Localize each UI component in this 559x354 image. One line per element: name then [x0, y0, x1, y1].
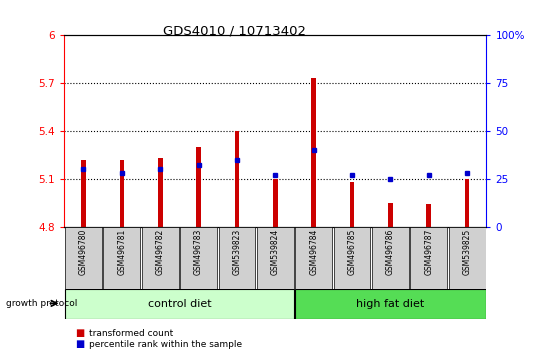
Bar — [273, 179, 278, 227]
Text: GSM496781: GSM496781 — [117, 228, 126, 275]
Bar — [103, 227, 140, 289]
Text: high fat diet: high fat diet — [356, 298, 424, 309]
Bar — [196, 147, 201, 227]
Text: percentile rank within the sample: percentile rank within the sample — [89, 339, 243, 349]
Bar — [372, 227, 409, 289]
Text: control diet: control diet — [148, 298, 211, 309]
Bar — [81, 160, 86, 227]
Bar — [158, 158, 163, 227]
Text: GSM496786: GSM496786 — [386, 228, 395, 275]
Bar — [295, 289, 486, 319]
Bar — [427, 204, 431, 227]
Bar — [219, 227, 255, 289]
Bar — [410, 227, 447, 289]
Bar — [65, 289, 293, 319]
Bar — [120, 160, 124, 227]
Text: GSM496785: GSM496785 — [348, 228, 357, 275]
Bar — [388, 202, 393, 227]
Text: GSM539824: GSM539824 — [271, 228, 280, 275]
Text: GSM496784: GSM496784 — [309, 228, 318, 275]
Bar — [142, 227, 179, 289]
Bar — [65, 227, 102, 289]
Text: ■: ■ — [75, 329, 85, 338]
Bar — [295, 227, 332, 289]
Bar — [311, 78, 316, 227]
Bar — [180, 227, 217, 289]
Bar — [235, 131, 239, 227]
Bar — [334, 227, 371, 289]
Text: GSM496782: GSM496782 — [156, 228, 165, 275]
Bar — [350, 182, 354, 227]
Bar — [449, 227, 486, 289]
Text: GDS4010 / 10713402: GDS4010 / 10713402 — [163, 25, 306, 38]
Text: GSM496780: GSM496780 — [79, 228, 88, 275]
Text: GSM539823: GSM539823 — [233, 228, 241, 275]
Bar — [465, 179, 470, 227]
Text: ■: ■ — [75, 339, 85, 349]
Bar — [257, 227, 293, 289]
Text: GSM496787: GSM496787 — [424, 228, 433, 275]
Text: transformed count: transformed count — [89, 329, 174, 338]
Text: GSM496783: GSM496783 — [194, 228, 203, 275]
Text: growth protocol: growth protocol — [6, 299, 77, 308]
Text: GSM539825: GSM539825 — [463, 228, 472, 275]
